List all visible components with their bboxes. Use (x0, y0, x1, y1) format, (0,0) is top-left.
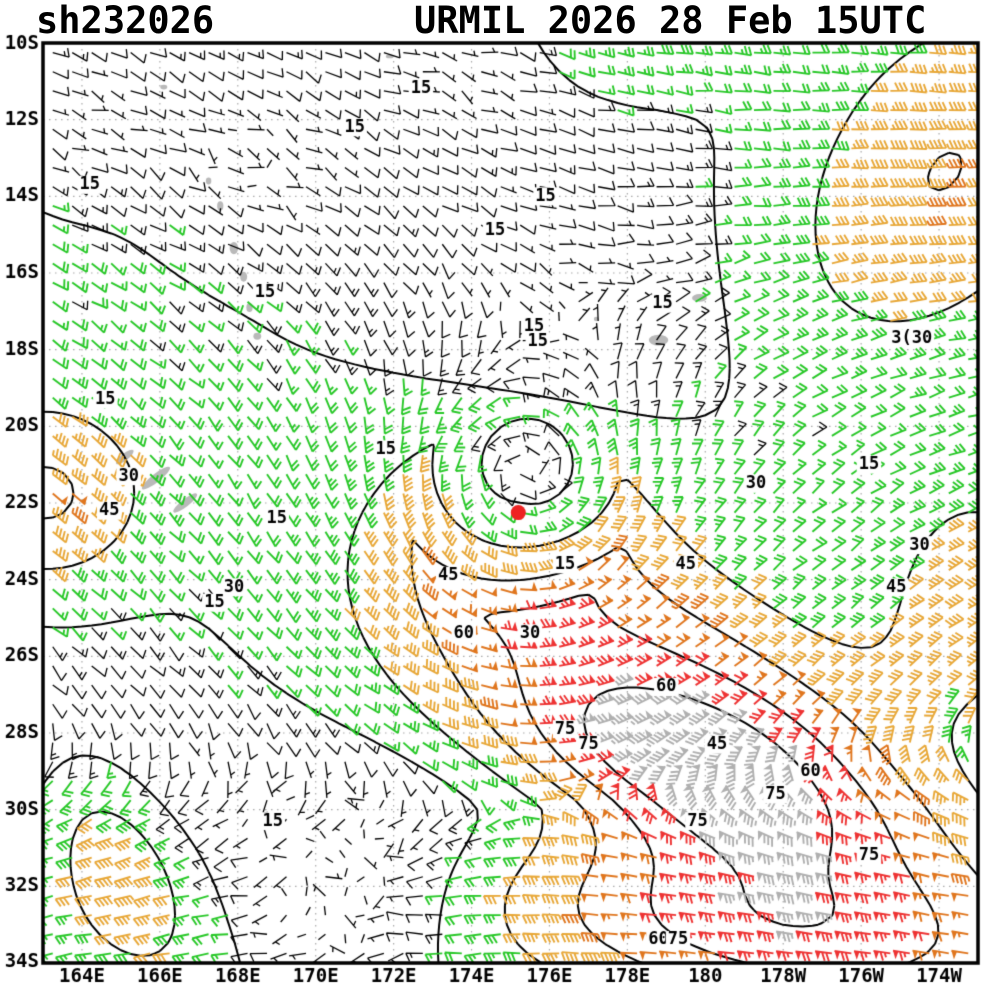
chart-title: URMIL 2026 28 Feb 15UTC (414, 0, 927, 42)
storm-id-title: sh232026 (36, 0, 215, 42)
